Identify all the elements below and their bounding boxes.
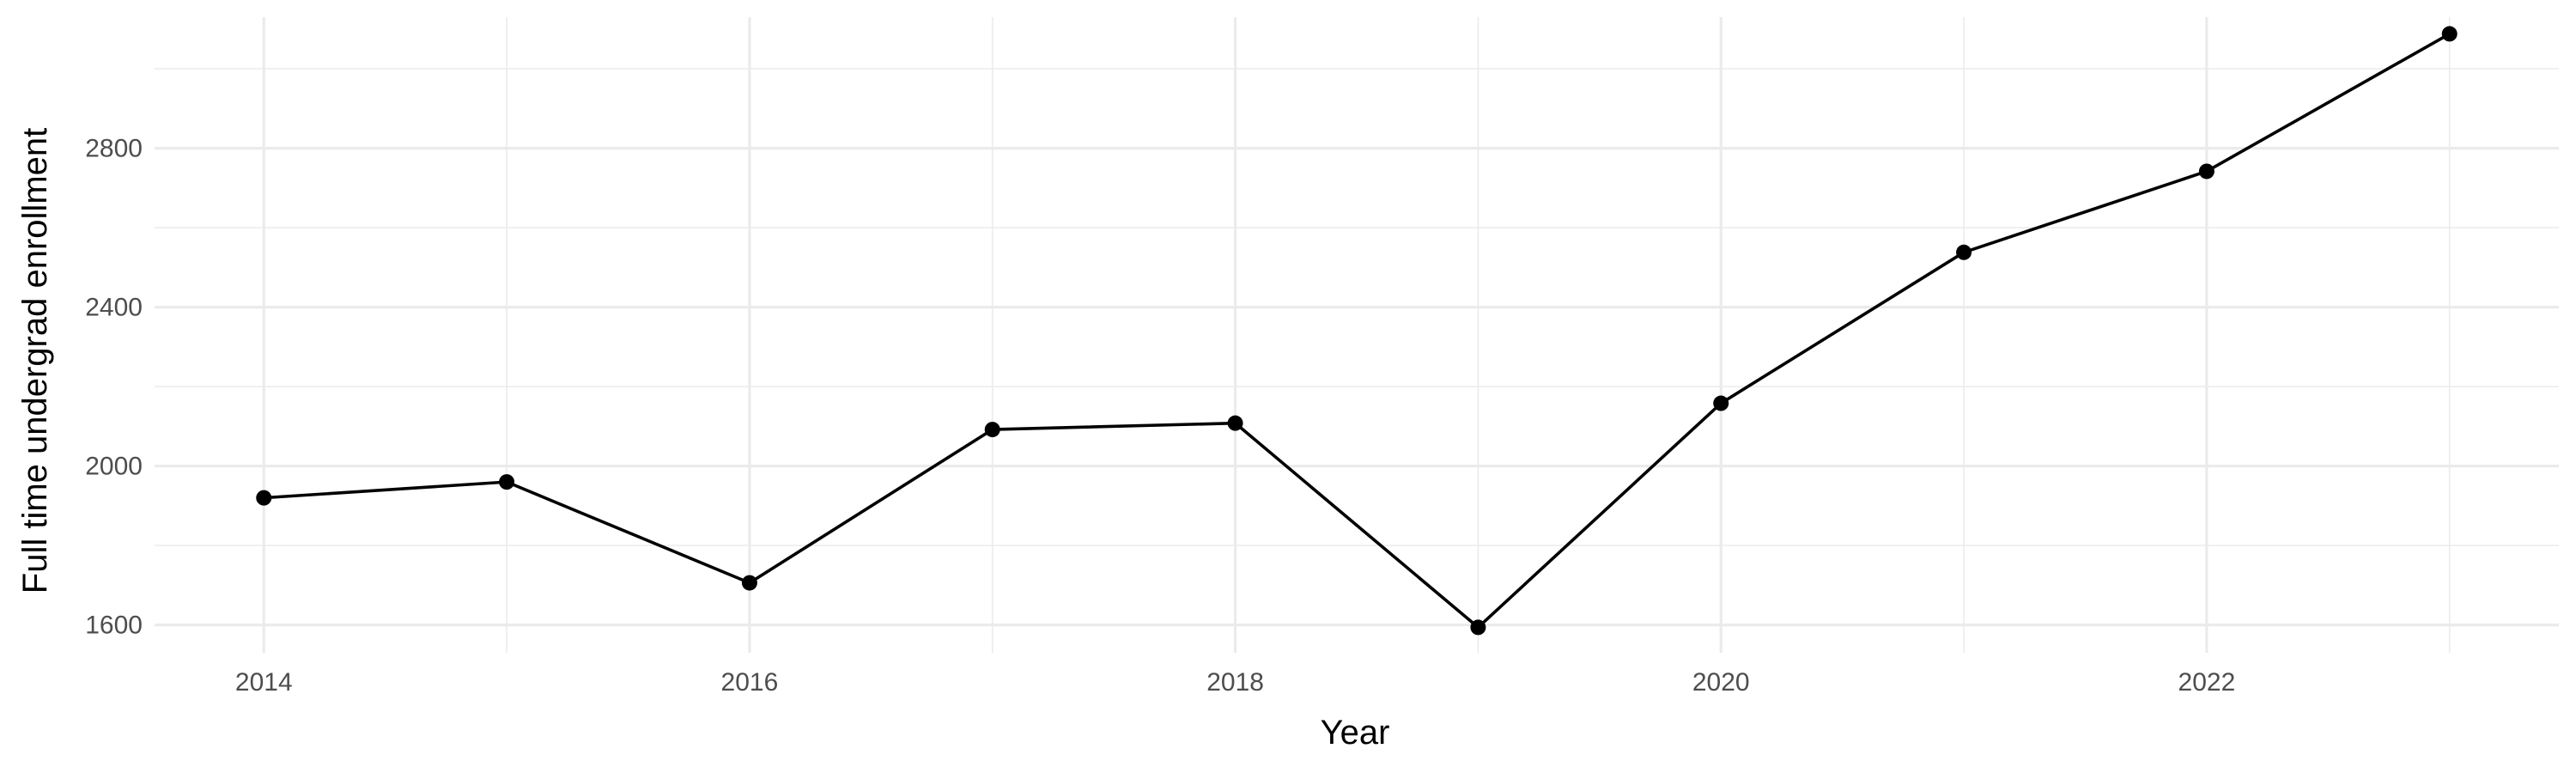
data-point: [2198, 163, 2215, 180]
x-tick-label: 2014: [235, 668, 293, 697]
y-tick-label: 2800: [85, 135, 143, 163]
y-axis-ticks: 1600 2000 2400 2800: [85, 135, 143, 640]
x-tick-label: 2018: [1206, 668, 1264, 697]
data-point: [741, 575, 757, 591]
series-line: [264, 32, 2451, 630]
data-point: [1227, 415, 1243, 431]
data-point: [499, 474, 515, 490]
y-tick-label: 2000: [85, 453, 143, 481]
data-point: [2441, 26, 2458, 42]
data-point: [1956, 244, 1972, 260]
x-axis-ticks: 2014 2016 2018 2020 2022: [235, 668, 2235, 697]
data-point: [1713, 395, 1729, 411]
x-tick-label: 2016: [721, 668, 779, 697]
data-points: [256, 26, 2458, 636]
y-tick-label: 2400: [85, 294, 143, 322]
data-point: [1470, 619, 1486, 636]
y-tick-label: 1600: [85, 612, 143, 640]
x-tick-label: 2020: [1692, 668, 1750, 697]
grid: [155, 17, 2559, 653]
data-point: [984, 422, 1000, 438]
y-axis-title: Full time undergrad enrollment: [16, 128, 54, 593]
data-point: [256, 490, 272, 506]
x-tick-label: 2022: [2178, 668, 2236, 697]
x-axis-title: Year: [1321, 714, 1390, 752]
